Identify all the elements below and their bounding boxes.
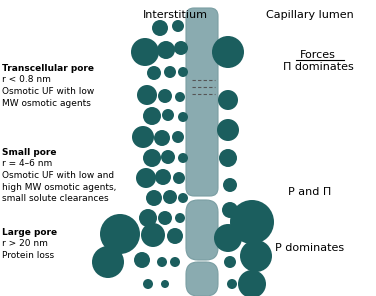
Circle shape	[161, 280, 169, 288]
Circle shape	[167, 228, 183, 244]
Circle shape	[178, 193, 188, 203]
FancyBboxPatch shape	[186, 8, 218, 196]
Circle shape	[173, 172, 185, 184]
FancyBboxPatch shape	[186, 262, 218, 296]
Circle shape	[158, 89, 172, 103]
Text: Large pore: Large pore	[2, 228, 57, 237]
Circle shape	[219, 149, 237, 167]
Circle shape	[162, 109, 174, 121]
Circle shape	[218, 90, 238, 110]
Circle shape	[175, 213, 185, 223]
Circle shape	[100, 214, 140, 254]
Circle shape	[161, 150, 175, 164]
Circle shape	[172, 20, 184, 32]
Circle shape	[172, 131, 184, 143]
Text: P and Π: P and Π	[288, 187, 332, 197]
FancyBboxPatch shape	[186, 200, 218, 260]
Text: Transcellular pore: Transcellular pore	[2, 64, 94, 73]
Circle shape	[137, 85, 157, 105]
Circle shape	[214, 224, 242, 252]
Circle shape	[152, 20, 168, 36]
Circle shape	[163, 190, 177, 204]
Text: Protein loss: Protein loss	[2, 251, 54, 260]
Circle shape	[212, 36, 244, 68]
Circle shape	[143, 107, 161, 125]
Text: Osmotic UF with low and: Osmotic UF with low and	[2, 171, 114, 180]
Circle shape	[178, 67, 188, 77]
Circle shape	[143, 279, 153, 289]
Circle shape	[143, 149, 161, 167]
Circle shape	[222, 202, 238, 218]
Text: MW osmotic agents: MW osmotic agents	[2, 99, 91, 107]
Circle shape	[178, 153, 188, 163]
Text: Capillary lumen: Capillary lumen	[266, 10, 354, 20]
Circle shape	[224, 256, 236, 268]
Circle shape	[217, 119, 239, 141]
Circle shape	[92, 246, 124, 278]
Circle shape	[131, 38, 159, 66]
Circle shape	[158, 211, 172, 225]
Circle shape	[134, 252, 150, 268]
Text: P dominates: P dominates	[276, 243, 344, 253]
Circle shape	[170, 257, 180, 267]
Text: Forces: Forces	[300, 50, 336, 60]
Circle shape	[175, 92, 185, 102]
Circle shape	[178, 112, 188, 122]
Circle shape	[139, 209, 157, 227]
Text: small solute clearances: small solute clearances	[2, 194, 109, 203]
Circle shape	[223, 178, 237, 192]
Circle shape	[141, 223, 165, 247]
Circle shape	[155, 169, 171, 185]
Circle shape	[174, 41, 188, 55]
Circle shape	[147, 66, 161, 80]
Circle shape	[154, 130, 170, 146]
Text: Osmotic UF with low: Osmotic UF with low	[2, 87, 94, 96]
Text: r < 0.8 nm: r < 0.8 nm	[2, 75, 51, 84]
Text: Small pore: Small pore	[2, 148, 56, 157]
Circle shape	[238, 270, 266, 296]
Text: Interstitium: Interstitium	[143, 10, 208, 20]
Text: high MW osmotic agents,: high MW osmotic agents,	[2, 183, 117, 192]
Circle shape	[157, 257, 167, 267]
Circle shape	[146, 190, 162, 206]
Circle shape	[240, 240, 272, 272]
Circle shape	[157, 41, 175, 59]
Circle shape	[164, 66, 176, 78]
Circle shape	[136, 168, 156, 188]
Circle shape	[230, 200, 274, 244]
Text: Π dominates: Π dominates	[283, 62, 353, 72]
Text: r = 4–6 nm: r = 4–6 nm	[2, 160, 52, 168]
Circle shape	[132, 126, 154, 148]
Circle shape	[227, 279, 237, 289]
Text: r > 20 nm: r > 20 nm	[2, 239, 48, 249]
